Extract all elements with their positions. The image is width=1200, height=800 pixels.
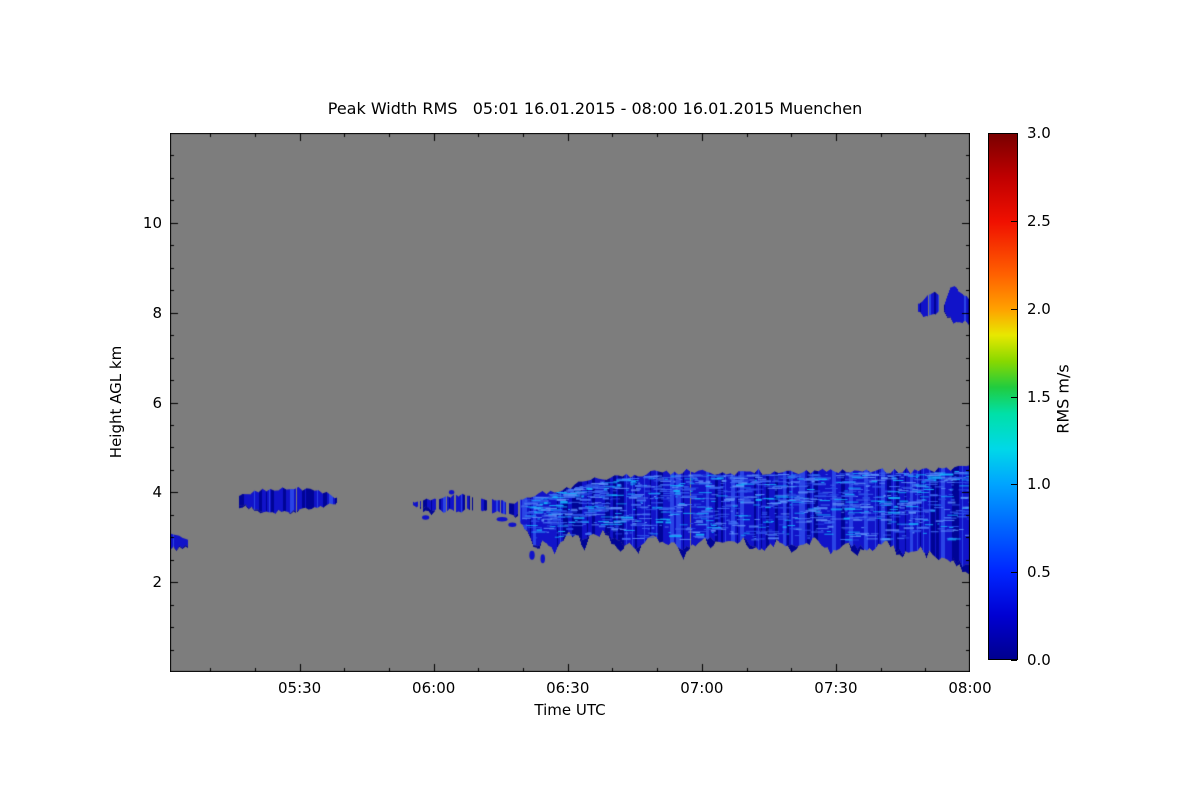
x-tick-label: 06:30 <box>546 679 590 697</box>
chart-title: Peak Width RMS 05:01 16.01.2015 - 08:00 … <box>327 99 863 118</box>
colorbar-tick-mark <box>1011 484 1017 486</box>
colorbar-tick-mark <box>1011 220 1017 222</box>
colorbar-tick-label: 0.5 <box>1027 563 1051 582</box>
heatmap-canvas <box>170 133 970 672</box>
x-tick-label: 07:30 <box>814 679 858 697</box>
x-tick-label: 06:00 <box>412 679 456 697</box>
colorbar-tick-label: 2.0 <box>1027 299 1051 318</box>
x-tick-label: 07:00 <box>680 679 724 697</box>
colorbar-tick-mark <box>1011 572 1017 574</box>
colorbar-label: RMS m/s <box>1053 364 1073 434</box>
colorbar-tick-mark <box>1011 396 1017 398</box>
y-tick-label: 2 <box>152 573 162 592</box>
colorbar-tick-label: 3.0 <box>1027 124 1051 142</box>
colorbar-tick-mark <box>1011 308 1017 310</box>
y-tick-label: 4 <box>152 483 162 502</box>
colorbar-tick-label: 1.5 <box>1027 387 1051 406</box>
y-tick-label: 10 <box>142 213 162 232</box>
colorbar-tick-mark <box>1011 660 1017 661</box>
x-tick-label: 08:00 <box>948 679 992 697</box>
x-tick-label: 05:30 <box>277 679 322 697</box>
y-tick-label: 8 <box>152 303 162 322</box>
colorbar-tick-mark <box>1011 133 1017 134</box>
x-axis-label: Time UTC <box>534 701 606 719</box>
y-tick-label: 6 <box>152 393 162 412</box>
colorbar-tick-label: 2.5 <box>1027 211 1051 230</box>
colorbar-tick-label: 1.0 <box>1027 475 1051 494</box>
colorbar-tick-label: 0.0 <box>1027 651 1051 669</box>
